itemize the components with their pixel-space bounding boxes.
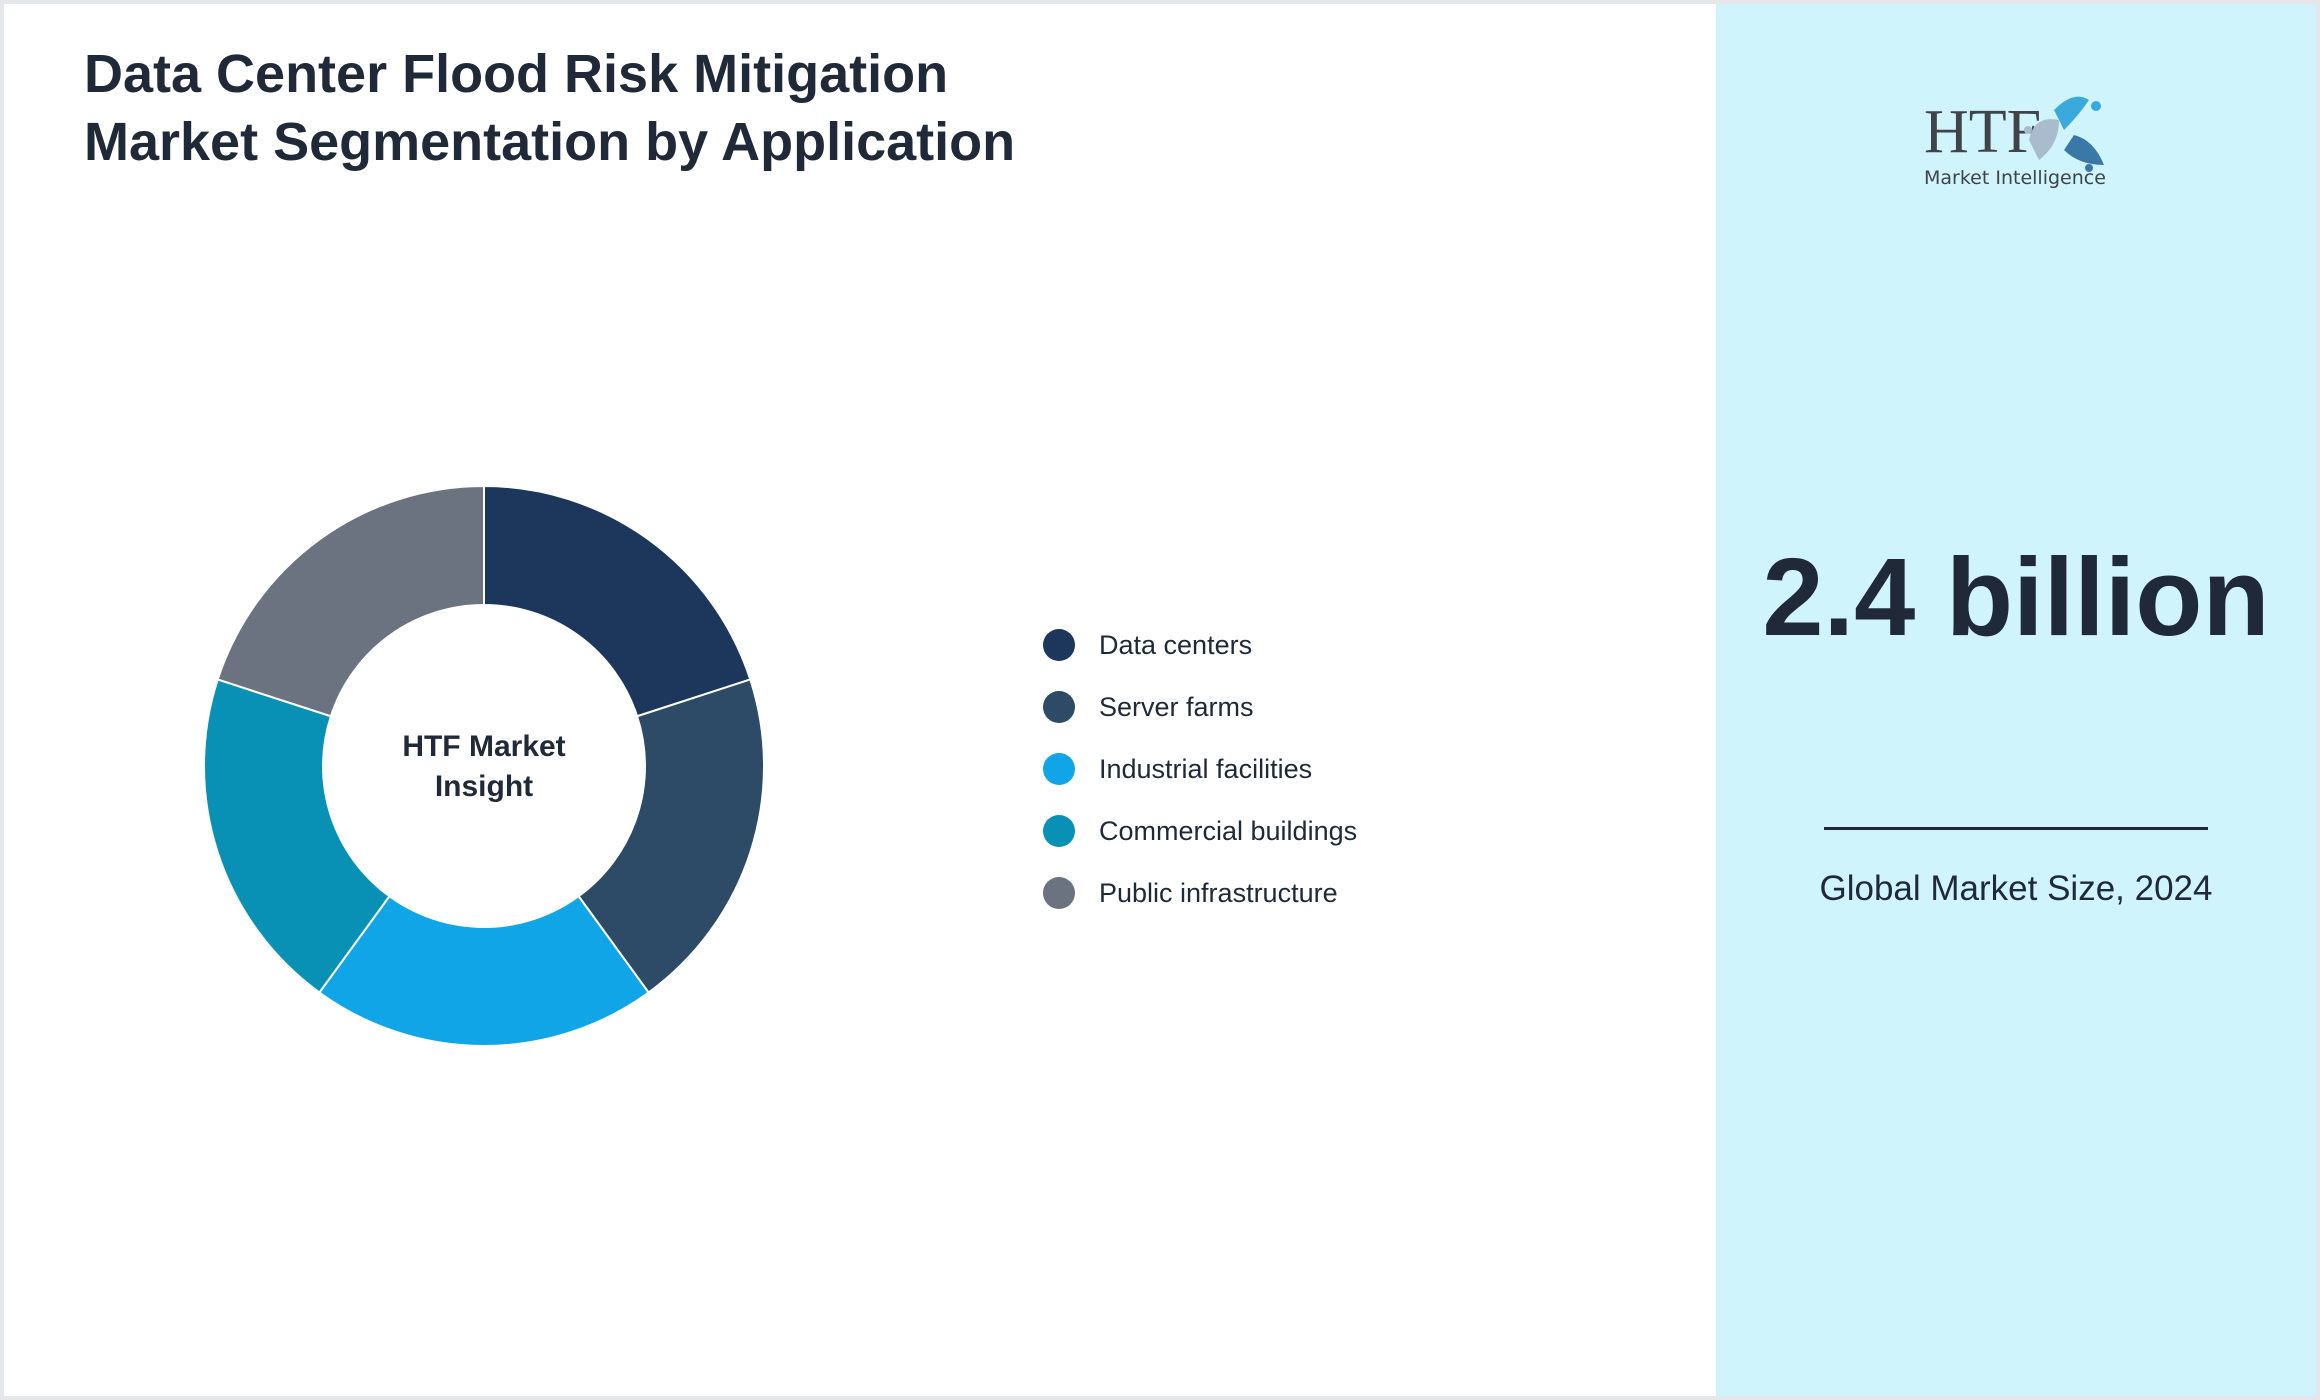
legend-swatch: [1043, 877, 1075, 909]
legend-label: Data centers: [1099, 629, 1253, 660]
center-label-line2: Insight: [435, 770, 533, 803]
legend-label: Industrial facilities: [1099, 753, 1313, 784]
legend-item: Public infrastructure: [1043, 862, 1357, 924]
legend-swatch: [1043, 629, 1075, 661]
chart-legend: Data centers Server farms Industrial facil…: [1043, 614, 1357, 924]
legend-swatch: [1043, 691, 1075, 723]
htf-logo: HTF Market Intelligence: [1924, 96, 2106, 189]
donut-slice-industrial-facilities: [318, 894, 650, 1048]
market-size-value: 2.4 billion: [1762, 536, 2270, 659]
legend-item: Commercial buildings: [1043, 800, 1357, 862]
legend-label: Public infrastructure: [1099, 877, 1338, 908]
summary-panel: HTF Market Intelligence 2.4 billion Glob…: [1716, 4, 2316, 1396]
legend-item: Industrial facilities: [1043, 738, 1357, 800]
legend-swatch: [1043, 815, 1075, 847]
donut-slice-public-infrastructure: [216, 484, 485, 718]
market-size-caption: Global Market Size, 2024: [1819, 869, 2213, 908]
logo-htf-text: HTF: [1924, 98, 2041, 166]
legend-label: Server farms: [1099, 691, 1254, 722]
legend-swatch: [1043, 753, 1075, 785]
center-label-line1: HTF Market: [402, 730, 565, 763]
donut-chart: HTF Market Insight: [203, 484, 765, 1048]
legend-item: Data centers: [1043, 614, 1357, 676]
page-title: Data Center Flood Risk Mitigation Market…: [84, 44, 1016, 172]
logo-subtext: Market Intelligence: [1924, 167, 2106, 189]
legend-label: Commercial buildings: [1099, 815, 1358, 846]
donut-slice-data-centers: [483, 484, 752, 718]
legend-item: Server farms: [1043, 676, 1357, 738]
donut-slice-server-farms: [577, 678, 765, 994]
donut-slice-commercial-buildings: [203, 678, 391, 994]
divider: [1824, 827, 2208, 830]
